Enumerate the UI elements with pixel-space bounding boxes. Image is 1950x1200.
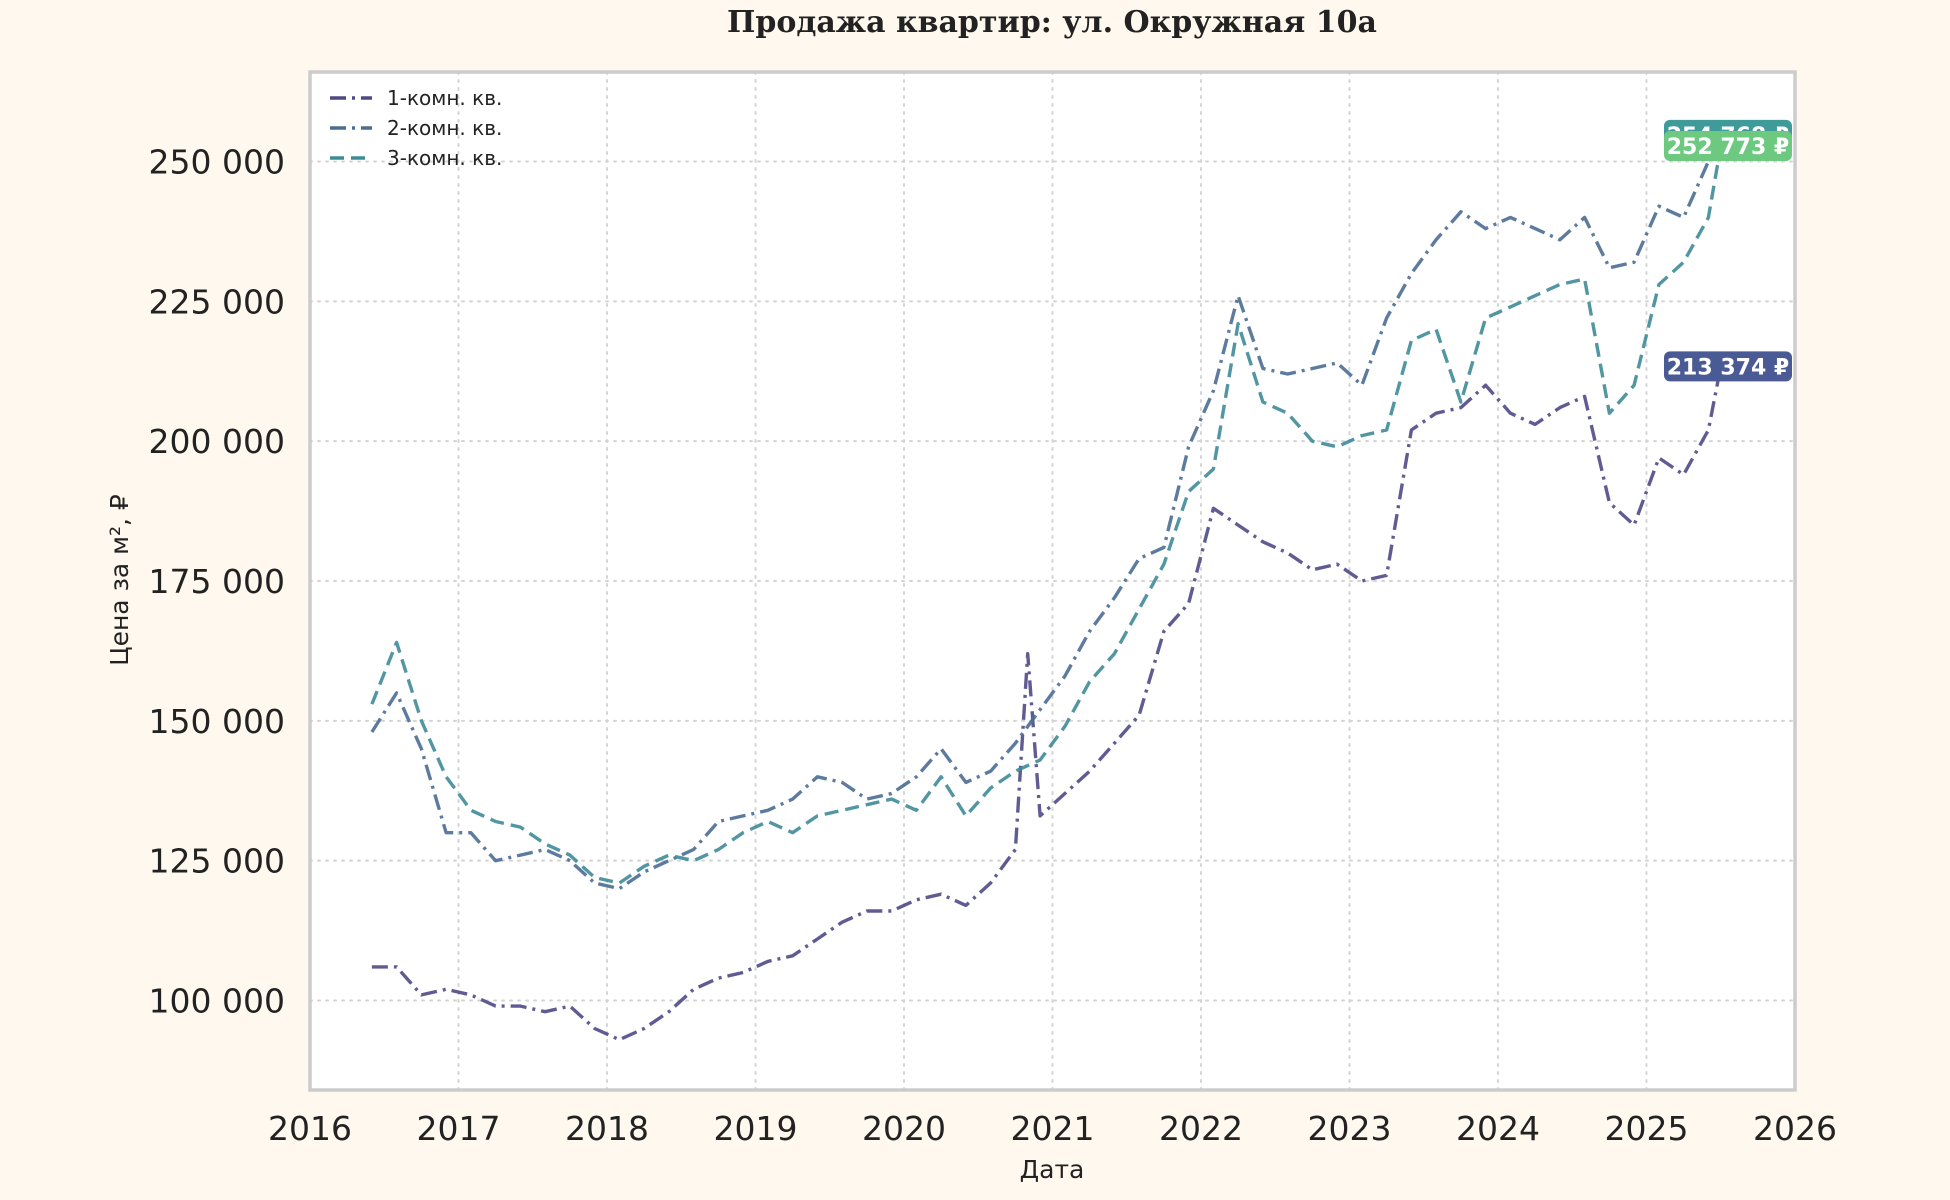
x-tick-label: 2026 <box>1753 1109 1837 1148</box>
y-tick-label: 225 000 <box>149 282 285 321</box>
y-axis-ticks: 100 000 125 000 150 000 175 000 200 000 225 0… <box>149 142 285 1020</box>
y-axis-label: Цена за м², ₽ <box>105 494 134 666</box>
legend-label: 1-комн. кв. <box>387 86 502 110</box>
y-tick-label: 100 000 <box>149 982 285 1021</box>
y-tick-label: 250 000 <box>149 142 285 181</box>
y-tick-label: 175 000 <box>149 562 285 601</box>
x-tick-label: 2024 <box>1456 1109 1540 1148</box>
x-tick-label: 2017 <box>417 1109 501 1148</box>
x-tick-label: 2025 <box>1605 1109 1689 1148</box>
x-tick-label: 2019 <box>714 1109 798 1148</box>
x-axis-ticks: 2016 2017 2018 2019 2020 2021 2022 2023 2024 2025… <box>268 1109 1837 1148</box>
end-value-label: 252 773 ₽ <box>1667 135 1789 160</box>
x-tick-label: 2021 <box>1011 1109 1095 1148</box>
legend-label: 3-комн. кв. <box>387 146 502 170</box>
x-tick-label: 2023 <box>1308 1109 1392 1148</box>
y-tick-label: 200 000 <box>149 422 285 461</box>
legend-label: 2-комн. кв. <box>387 116 502 140</box>
series-line-3 <box>370 145 1723 885</box>
x-tick-label: 2020 <box>862 1109 946 1148</box>
series-lines <box>370 134 1723 1042</box>
x-tick-label: 2018 <box>565 1109 649 1148</box>
plot-frame <box>308 70 1797 1092</box>
series-line-2 <box>370 134 1723 891</box>
end-value-label: 213 374 ₽ <box>1667 355 1789 380</box>
end-value-labels: 254 768 ₽252 773 ₽213 374 ₽ <box>1664 119 1792 382</box>
series-line-1 <box>371 366 1723 1042</box>
y-tick-label: 150 000 <box>149 702 285 741</box>
x-tick-label: 2022 <box>1159 1109 1243 1148</box>
y-tick-label: 125 000 <box>149 842 285 881</box>
chart-title: Продажа квартир: ул. Окружная 10а <box>727 5 1377 40</box>
x-axis-label: Дата <box>1020 1155 1085 1184</box>
x-tick-label: 2016 <box>268 1109 352 1148</box>
end-value-badge <box>1664 130 1792 161</box>
end-value-badge <box>1664 351 1792 382</box>
legend: 1-комн. кв. 2-комн. кв. 3-комн. кв. <box>330 86 502 170</box>
